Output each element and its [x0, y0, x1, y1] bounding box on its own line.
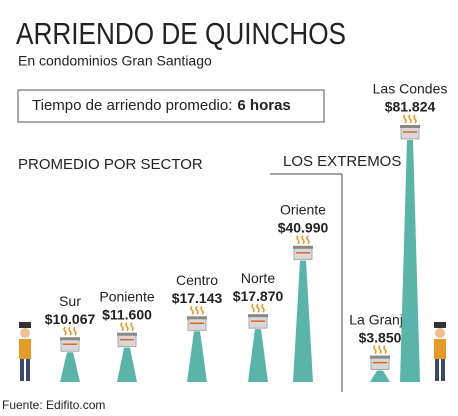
smoke — [403, 114, 407, 124]
bar — [370, 370, 390, 382]
grill-body — [60, 338, 80, 352]
grill-icon — [60, 326, 80, 352]
grill-lid — [248, 314, 268, 318]
smoke — [190, 305, 194, 315]
highlight-label: Tiempo de arriendo promedio: 6 horas — [32, 97, 291, 114]
source: Fuente: Edifito.com — [2, 398, 105, 412]
category-label: Centro — [176, 272, 218, 288]
smoke — [373, 345, 377, 355]
grill-icon — [370, 345, 390, 371]
value-label: $40.990 — [278, 219, 329, 235]
category-label: Las Condes — [373, 81, 448, 97]
bar — [117, 347, 137, 382]
smoke — [408, 114, 412, 124]
highlight-box — [17, 89, 325, 123]
value-label: $3.850 — [359, 329, 402, 345]
value-label: $17.143 — [172, 290, 223, 306]
smoke — [200, 305, 204, 315]
highlight-value: 6 horas — [237, 97, 290, 114]
section-label: PROMEDIO POR SECTOR — [18, 156, 203, 173]
grill-lid — [293, 245, 313, 249]
smoke — [63, 326, 67, 336]
title: ARRIENDO DE QUINCHOS — [16, 16, 346, 51]
grill-body — [187, 317, 207, 331]
grill-body — [293, 247, 313, 261]
person-right — [434, 322, 446, 381]
grill-icon — [187, 305, 207, 331]
category-label: Oriente — [280, 201, 326, 217]
section-label: LOS EXTREMOS — [283, 153, 401, 170]
category-label: La Granja — [349, 311, 411, 327]
grill-lid — [60, 337, 80, 341]
bar — [293, 260, 313, 382]
person-left — [19, 322, 31, 381]
smoke — [256, 303, 260, 313]
smoke — [413, 114, 417, 124]
subtitle: En condominios Gran Santiago — [18, 53, 212, 69]
value-label: $17.870 — [233, 288, 284, 304]
grill-lid — [400, 125, 420, 128]
category-label: Norte — [241, 270, 275, 286]
grill-icon — [248, 303, 268, 329]
grill-icon — [117, 322, 137, 348]
grill-icon — [293, 235, 313, 261]
smoke — [378, 345, 382, 355]
grill-lid — [187, 316, 207, 320]
category-label: Poniente — [99, 288, 154, 304]
smoke — [125, 322, 129, 332]
value-label: $10.067 — [45, 311, 96, 327]
bar — [248, 329, 268, 382]
grill-lid — [117, 332, 137, 336]
smoke — [68, 326, 72, 336]
grill-icon — [400, 114, 420, 140]
bar — [60, 352, 80, 382]
category-label: Sur — [59, 293, 81, 309]
smoke — [73, 326, 77, 336]
smoke — [301, 235, 305, 245]
grill-body — [248, 315, 268, 329]
value-label: $81.824 — [385, 99, 436, 115]
smoke — [195, 305, 199, 315]
highlight-label-text: Tiempo de arriendo promedio: — [32, 97, 232, 114]
grill-lid — [370, 355, 390, 359]
smoke — [251, 303, 255, 313]
bar — [187, 331, 207, 382]
grill-body — [370, 357, 390, 371]
smoke — [261, 303, 265, 313]
grill-body — [400, 126, 420, 140]
smoke — [296, 235, 300, 245]
smoke — [383, 345, 387, 355]
smoke — [130, 322, 134, 332]
grill-body — [117, 334, 137, 348]
smoke — [306, 235, 310, 245]
smoke — [120, 322, 124, 332]
bar — [400, 140, 420, 382]
value-label: $11.600 — [102, 306, 152, 322]
